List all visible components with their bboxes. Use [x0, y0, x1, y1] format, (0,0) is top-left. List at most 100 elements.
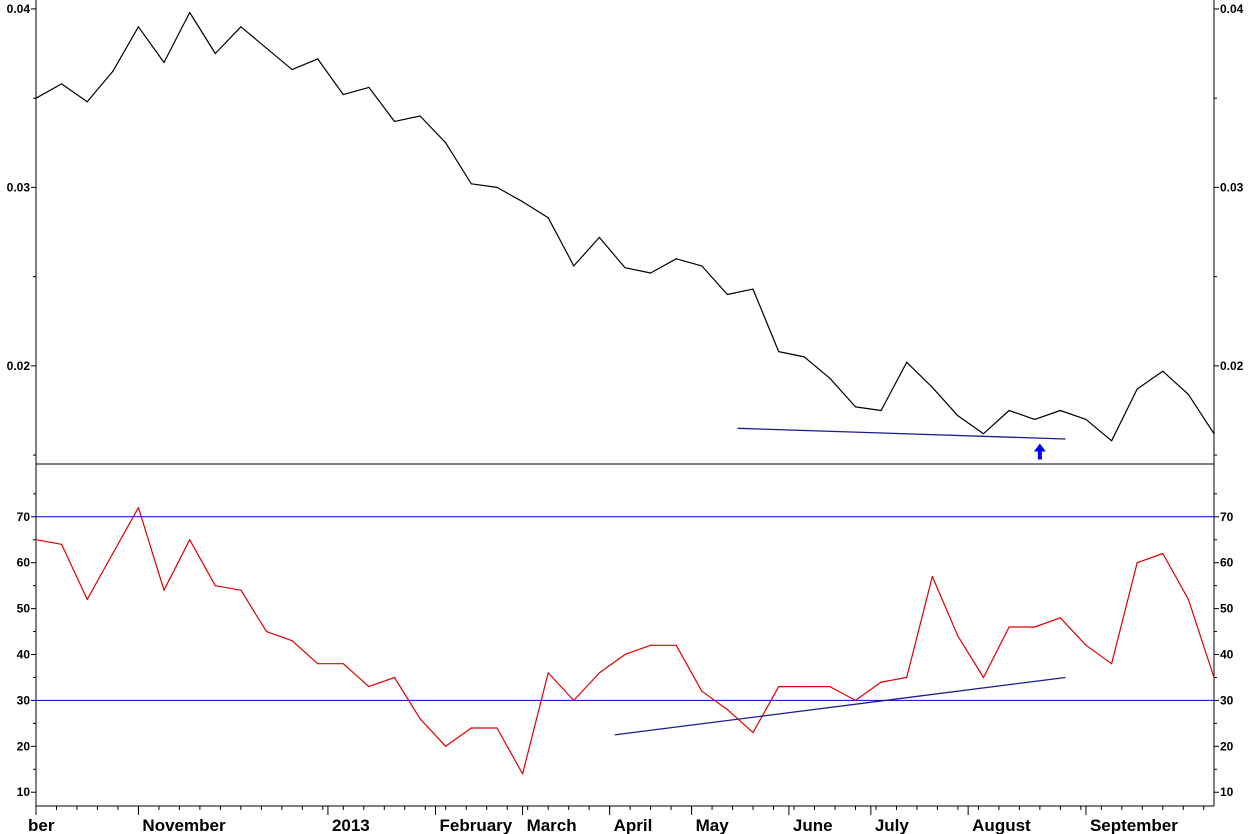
data-point	[701, 265, 703, 267]
data-point	[419, 115, 421, 117]
x-tick-label: July	[875, 816, 910, 834]
data-point	[1059, 617, 1061, 619]
data-point	[368, 86, 370, 89]
y-tick-label-left: 20	[17, 739, 31, 753]
x-tick-label: June	[793, 816, 833, 834]
x-tick-label: March	[527, 816, 577, 834]
data-point	[393, 120, 396, 122]
y-tick-label-right: 20	[1220, 739, 1234, 753]
data-point	[650, 272, 652, 274]
data-point	[496, 186, 498, 188]
x-axis: ber November 2013 February March April May June…	[28, 806, 1205, 834]
data-point	[906, 676, 908, 679]
data-point	[854, 699, 857, 702]
data-point	[496, 727, 498, 729]
data-point	[265, 630, 268, 633]
y-tick-label-right: 60	[1220, 556, 1234, 570]
data-point	[1110, 440, 1113, 442]
data-point	[317, 663, 319, 665]
data-point	[112, 70, 114, 72]
data-point	[1136, 388, 1138, 390]
x-tick-label: 2013	[332, 816, 370, 834]
data-point	[982, 433, 985, 435]
data-point	[342, 663, 344, 665]
data-point	[547, 672, 549, 674]
data-point	[829, 377, 831, 379]
y-tick-label-right: 70	[1220, 510, 1234, 524]
data-point	[675, 258, 677, 260]
data-point	[1008, 409, 1010, 412]
y-tick-label-left: 10	[17, 785, 31, 799]
data-point	[1085, 644, 1087, 646]
data-point	[573, 699, 575, 702]
y-tick-label-left: 40	[17, 648, 31, 662]
x-tick-label: September	[1090, 816, 1178, 834]
x-tick-label: November	[142, 816, 226, 834]
data-point	[1213, 433, 1215, 435]
data-point	[573, 265, 575, 267]
data-point	[598, 672, 600, 674]
data-point	[675, 644, 677, 646]
data-point	[650, 644, 652, 646]
data-point	[240, 26, 242, 28]
data-point	[1034, 626, 1036, 628]
y-tick-label-right: 0.02	[1220, 359, 1244, 373]
x-tick-label: May	[696, 816, 730, 834]
data-point	[470, 183, 472, 185]
data-point	[1187, 598, 1189, 601]
data-point	[1213, 676, 1215, 679]
data-point	[342, 93, 344, 96]
x-tick-label: April	[614, 816, 653, 834]
oscillator-panel: 10 10 20 20 30 30 40 40 50 50 60 60 70 70	[17, 493, 1234, 799]
data-point	[61, 543, 63, 545]
data-point	[419, 718, 421, 720]
data-point	[701, 690, 703, 692]
data-point	[1136, 562, 1138, 564]
data-point	[86, 101, 88, 103]
data-point	[189, 11, 191, 14]
data-point	[445, 745, 447, 747]
y-tick-label-right: 0.03	[1220, 180, 1244, 194]
data-point	[521, 773, 524, 775]
data-point	[163, 61, 165, 64]
y-tick-label-right: 30	[1220, 693, 1234, 707]
data-point	[752, 288, 754, 290]
data-point	[265, 47, 268, 49]
y-tick-label-left: 60	[17, 556, 31, 570]
y-tick-label-right: 0.04	[1220, 2, 1244, 16]
data-point	[778, 350, 780, 353]
data-point	[214, 585, 216, 587]
y-tick-label-left: 50	[17, 602, 31, 616]
data-point	[291, 69, 293, 71]
data-point	[931, 386, 933, 388]
y-tick-label-right: 50	[1220, 602, 1234, 616]
data-point	[112, 552, 114, 555]
data-point	[35, 97, 37, 99]
y-tick-label-right: 10	[1220, 785, 1234, 799]
y-tick-label-left: 0.02	[7, 359, 31, 373]
data-point	[1187, 393, 1189, 395]
data-point	[803, 686, 805, 688]
trendline	[737, 427, 1066, 440]
chart-frame	[35, 0, 1215, 807]
data-point	[931, 575, 933, 578]
data-point	[1034, 418, 1036, 420]
data-point	[1162, 370, 1164, 372]
y-tick-label-left: 0.03	[7, 180, 31, 194]
data-point	[1008, 626, 1010, 628]
data-point	[61, 83, 63, 85]
trendline	[614, 676, 1066, 736]
y-tick-label-left: 30	[17, 693, 31, 707]
data-point	[240, 589, 242, 591]
data-point	[1085, 418, 1087, 420]
data-point	[291, 640, 293, 642]
data-point	[547, 217, 549, 219]
data-point	[445, 142, 447, 144]
data-point	[957, 415, 959, 417]
data-point	[829, 686, 831, 688]
data-point	[854, 406, 857, 408]
data-point	[137, 507, 140, 509]
data-point	[982, 676, 985, 679]
data-point	[1059, 409, 1061, 412]
